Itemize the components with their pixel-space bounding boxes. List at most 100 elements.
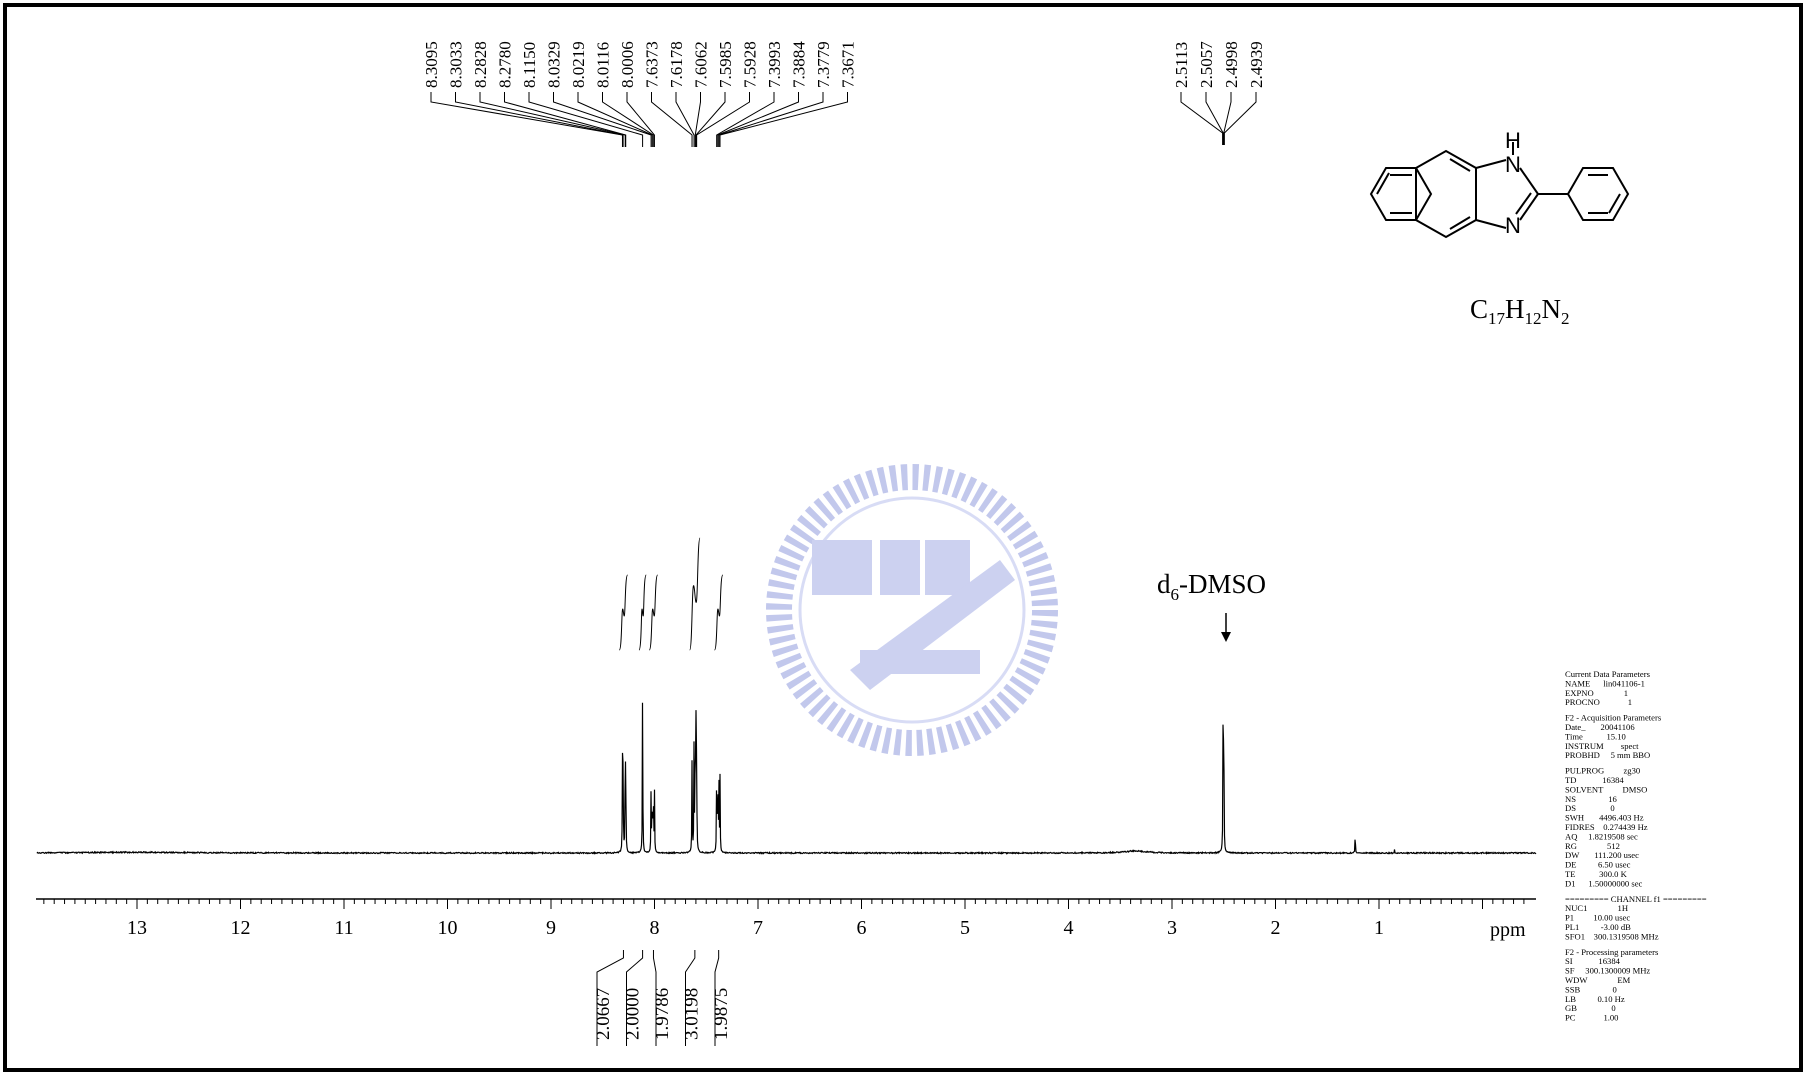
integral-bracket <box>685 950 696 1046</box>
parameter-line: SSB 0 <box>1565 984 1617 994</box>
peak-label: 2.4939 <box>1247 41 1266 88</box>
peak-connector <box>695 92 726 147</box>
parameter-line: PL1 -3.00 dB <box>1565 922 1631 932</box>
watermark-seal <box>766 464 1058 756</box>
parameter-line: FIDRES 0.274439 Hz <box>1565 822 1648 832</box>
x-tick-label: 12 <box>231 917 251 939</box>
peak-label: 7.6373 <box>643 41 662 88</box>
peak-label: 2.4998 <box>1222 41 1241 88</box>
parameter-line: NUC1 1H <box>1565 903 1628 913</box>
integral-curve <box>714 574 724 651</box>
peak-label: 7.3884 <box>790 41 809 88</box>
solvent-sub: 6 <box>1171 585 1180 604</box>
parameter-line: EXPNO 1 <box>1565 688 1628 698</box>
parameter-line: PULPROG zg30 <box>1565 766 1640 776</box>
peak-label: 8.2780 <box>496 41 515 88</box>
x-tick-label: 3 <box>1167 917 1177 939</box>
parameter-line: P1 10.00 usec <box>1565 913 1630 923</box>
peak-label: 8.0329 <box>545 41 564 88</box>
integral-bracket <box>626 950 644 1046</box>
parameter-line: F2 - Processing parameters <box>1565 947 1659 957</box>
spectrum-frame <box>3 3 1803 1072</box>
peak-label: 7.3671 <box>839 41 858 88</box>
peak-connector <box>479 92 626 147</box>
integral-curve <box>648 574 659 651</box>
parameter-line: INSTRUM spect <box>1565 741 1639 751</box>
x-tick-label: 10 <box>438 917 458 939</box>
peak-label: 8.3095 <box>422 41 441 88</box>
peak-label: 8.3033 <box>447 41 466 88</box>
peak-connector <box>504 92 627 147</box>
peak-connector <box>553 92 652 147</box>
peak-connector <box>1180 92 1224 145</box>
x-axis: 13 12 11 10 9 8 7 6 5 4 3 2 1 <box>36 898 1536 939</box>
peak-connector <box>577 92 653 147</box>
peak-label: 2.5113 <box>1172 42 1191 88</box>
peak-label: 7.3993 <box>765 41 784 88</box>
integral-label: 2.0000 <box>623 988 644 1040</box>
parameter-line: Date_ 20041106 <box>1565 722 1635 732</box>
solvent-rest: -DMSO <box>1179 569 1266 599</box>
parameter-line: TD 16384 <box>1565 775 1624 785</box>
peak-label: 7.3779 <box>814 41 833 88</box>
integral-label: 1.9786 <box>652 988 673 1040</box>
peak-connector <box>675 92 695 147</box>
peak-connector <box>694 92 701 147</box>
integral-label: 2.0667 <box>593 988 614 1040</box>
peak-connector <box>717 92 799 147</box>
ring-middle <box>1415 149 1477 239</box>
parameter-line: PROBHD 5 mm BBO <box>1565 750 1650 760</box>
peak-label: 7.5985 <box>716 41 735 88</box>
parameter-line: DE 6.50 usec <box>1565 860 1631 870</box>
peak-connector <box>651 92 693 147</box>
peak-connector <box>696 92 750 147</box>
peak-connector <box>430 92 623 147</box>
atom-n: N <box>1505 213 1521 238</box>
parameter-line: TE 300.0 K <box>1565 869 1628 879</box>
parameter-line: Time 15.10 <box>1565 731 1626 741</box>
x-tick-label: 13 <box>127 917 147 939</box>
parameter-line: DS 0 <box>1565 803 1615 813</box>
x-tick-label: 9 <box>546 917 556 939</box>
peak-label: 8.0219 <box>569 41 588 88</box>
peak-connector <box>455 92 624 147</box>
parameter-line: PROCNO 1 <box>1565 697 1632 707</box>
parameter-line: AQ 1.8219508 sec <box>1565 831 1638 841</box>
parameter-line: SWH 4496.403 Hz <box>1565 813 1644 823</box>
parameter-line: PC 1.00 <box>1565 1013 1618 1023</box>
peak-connector <box>1205 92 1224 145</box>
parameter-line: D1 1.50000000 sec <box>1565 878 1643 888</box>
peak-connector <box>1223 92 1232 145</box>
parameter-line: SI 16384 <box>1565 956 1621 966</box>
x-tick-label: 6 <box>857 917 867 939</box>
bond-nh-c2 <box>1519 167 1539 195</box>
parameter-line: SOLVENT DMSO <box>1565 784 1647 794</box>
parameter-line: SF 300.1300009 MHz <box>1565 966 1650 976</box>
integral-group: 2.0667 2.0000 1.9786 3.0198 1.9875 <box>593 537 732 1046</box>
parameter-line: NAME lin041106-1 <box>1565 678 1645 688</box>
x-tick-label: 11 <box>334 917 353 939</box>
integral-curve <box>689 537 701 651</box>
x-tick-label: 4 <box>1064 917 1074 939</box>
x-tick-label: 8 <box>650 917 660 939</box>
bond-c-n <box>1475 219 1507 229</box>
peak-connector <box>626 92 655 147</box>
integral-bracket <box>652 950 657 1046</box>
atom-h: H <box>1505 128 1521 153</box>
svg-text:d6-DMSO: d6-DMSO <box>1157 569 1266 604</box>
peak-label: 2.5057 <box>1197 41 1216 88</box>
solvent-annotation: d6-DMSO <box>1157 569 1266 642</box>
molecular-formula: C17H12N2 <box>1470 294 1570 328</box>
integral-curve <box>618 574 629 651</box>
x-axis-label: ppm <box>1490 919 1526 941</box>
peak-connector <box>528 92 644 147</box>
integral-label: 1.9875 <box>711 988 732 1040</box>
peak-connector <box>602 92 654 147</box>
peak-connector <box>716 92 775 147</box>
x-tick-label: 5 <box>960 917 970 939</box>
peak-label: 7.5928 <box>741 41 760 88</box>
molecule-structure <box>1369 142 1630 239</box>
bond-n-c2 <box>1519 193 1539 221</box>
x-tick-label: 7 <box>753 917 763 939</box>
